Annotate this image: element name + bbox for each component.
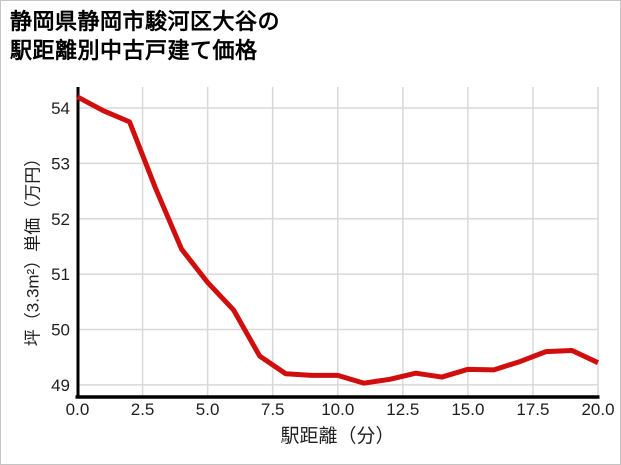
y-tick-label: 52 (51, 210, 70, 229)
y-tick-label: 49 (51, 376, 70, 395)
x-axis-label: 駅距離（分） (280, 426, 395, 447)
x-tick-label: 10.0 (321, 400, 354, 419)
x-tick-label: 7.5 (261, 400, 285, 419)
y-axis-label: 坪（3.3m²）単価（万円） (23, 149, 43, 347)
x-tick-label: 20.0 (581, 400, 614, 419)
x-tick-label: 5.0 (196, 400, 220, 419)
chart-title: 静岡県静岡市駿河区大谷の 駅距離別中古戸建て価格 (10, 7, 280, 65)
y-tick-label: 51 (51, 265, 70, 284)
y-tick-label: 53 (51, 154, 70, 173)
y-tick-label: 54 (51, 99, 70, 118)
x-tick-label: 15.0 (451, 400, 484, 419)
y-tick-label: 50 (51, 320, 70, 339)
x-tick-label: 12.5 (386, 400, 419, 419)
x-tick-label: 17.5 (516, 400, 549, 419)
price-line (76, 94, 600, 386)
chart-title-line1: 静岡県静岡市駿河区大谷の (10, 9, 281, 34)
x-tick-label: 0.0 (66, 400, 90, 419)
chart-title-line2: 駅距離別中古戸建て価格 (10, 38, 258, 63)
x-tick-label: 2.5 (131, 400, 155, 419)
